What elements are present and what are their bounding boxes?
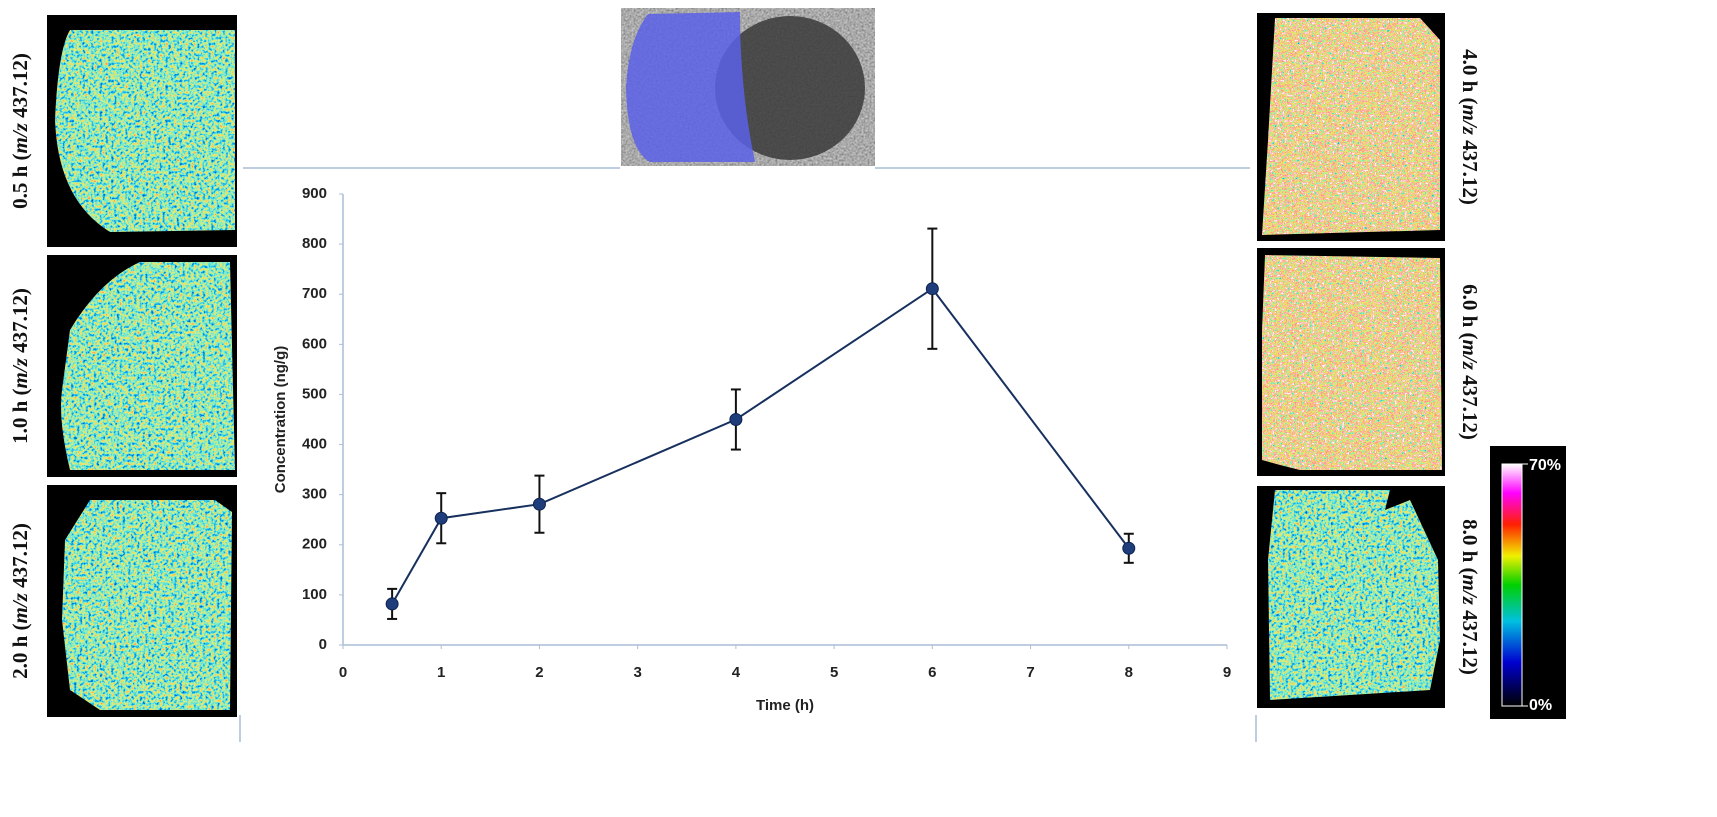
data-point: [1122, 541, 1136, 555]
label-part: m/z: [1458, 340, 1482, 371]
y-tick-label: 500: [302, 385, 327, 402]
colorbar-bg: [1490, 446, 1566, 719]
data-point: [434, 511, 448, 525]
image-label: 6.0 h (m/z 437.12): [1458, 284, 1482, 440]
image-label: 8.0 h (m/z 437.12): [1458, 519, 1482, 675]
x-tick-label: 2: [535, 664, 543, 681]
label-part: 437.12): [8, 523, 32, 593]
colorbar-min: 0%: [1529, 697, 1552, 714]
image-label: 0.5 h (m/z 437.12): [8, 53, 32, 209]
y-tick-label: 600: [302, 335, 327, 352]
heatmap: [1262, 18, 1440, 235]
label-part: m/z: [8, 357, 32, 388]
label-part: 437.12): [8, 288, 32, 358]
y-axis-title: Concentration (ng/g): [272, 346, 289, 493]
x-tick-label: 5: [830, 664, 838, 681]
x-tick-label: 0: [339, 664, 347, 681]
x-tick-label: 3: [633, 664, 641, 681]
x-tick-label: 8: [1125, 664, 1133, 681]
label-part: 2.0 h (: [8, 623, 32, 678]
label-part: 437.12): [1458, 605, 1482, 675]
label-part: m/z: [8, 592, 32, 623]
x-tick-label: 7: [1026, 664, 1034, 681]
label-part: 437.12): [1458, 370, 1482, 440]
y-tick-label: 800: [302, 235, 327, 252]
heatmap: [1262, 255, 1442, 470]
image-label: 2.0 h (m/z 437.12): [8, 523, 32, 679]
y-tick-label: 100: [302, 586, 327, 603]
colorbar-max: 70%: [1529, 457, 1561, 474]
data-point: [532, 497, 546, 511]
heatmap: [55, 30, 235, 232]
label-part: m/z: [8, 122, 32, 153]
x-axis-title: Time (h): [756, 697, 814, 714]
heatmap: [62, 500, 232, 710]
label-part: m/z: [1458, 575, 1482, 606]
y-tick-label: 400: [302, 436, 327, 453]
y-tick-label: 900: [302, 185, 327, 202]
brain-overview: [621, 8, 875, 166]
y-tick-label: 700: [302, 285, 327, 302]
data-point: [385, 597, 399, 611]
label-part: 437.12): [8, 53, 32, 123]
label-part: 0.5 h (: [8, 153, 32, 208]
label-part: 6.0 h (: [1458, 284, 1482, 339]
image-label: 4.0 h (m/z 437.12): [1458, 49, 1482, 205]
colorbar: [1501, 463, 1523, 707]
y-tick-label: 300: [302, 486, 327, 503]
x-tick-label: 4: [732, 664, 741, 681]
label-part: 4.0 h (: [1458, 49, 1482, 104]
x-tick-label: 6: [928, 664, 936, 681]
data-line: [391, 287, 1130, 605]
label-part: m/z: [1458, 105, 1482, 136]
heatmap: [1268, 490, 1440, 700]
label-part: 1.0 h (: [8, 388, 32, 443]
x-tick-label: 1: [437, 664, 445, 681]
x-tick-label: 9: [1223, 664, 1231, 681]
y-tick-label: 0: [319, 636, 327, 653]
data-point: [729, 413, 743, 426]
y-tick-label: 200: [302, 536, 327, 553]
data-point: [925, 282, 939, 296]
label-part: 8.0 h (: [1458, 519, 1482, 574]
label-part: 437.12): [1458, 135, 1482, 205]
image-label: 1.0 h (m/z 437.12): [8, 288, 32, 444]
